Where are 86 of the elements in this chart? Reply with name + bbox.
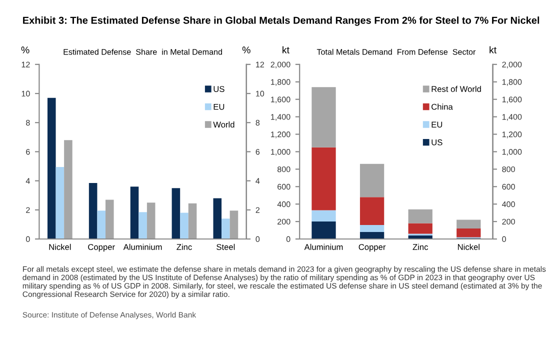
y2-tick-label: 2 xyxy=(256,207,260,213)
x-tick-label: Nickel xyxy=(49,244,71,250)
x-tick-label: Aluminium xyxy=(123,244,162,250)
legend-label: US xyxy=(214,86,224,92)
bar xyxy=(360,225,384,232)
legend-label: US xyxy=(432,139,442,146)
bar xyxy=(408,209,432,224)
y2-axis-title: % xyxy=(242,46,250,54)
x-tick-label: Zinc xyxy=(176,244,192,250)
y2-tick-label: 6 xyxy=(256,148,260,155)
y2-tick-label: 600 xyxy=(502,184,515,190)
legend-label: EU xyxy=(432,122,442,128)
y-tick-label: 1,600 xyxy=(271,96,290,104)
y-axis-title: kt xyxy=(282,46,290,54)
bar xyxy=(188,203,197,239)
bar xyxy=(146,202,156,239)
bar xyxy=(88,182,98,239)
bar xyxy=(456,220,481,229)
bar xyxy=(312,87,336,148)
y-tick-label: 4 xyxy=(26,178,30,184)
y-tick-label: 600 xyxy=(278,184,290,190)
y-tick-label: 200 xyxy=(278,218,290,225)
legend-label: EU xyxy=(214,104,224,110)
y-tick-label: 800 xyxy=(277,166,290,172)
bar xyxy=(130,186,139,239)
y-tick-label: 2 xyxy=(26,207,30,213)
y-tick-label: 1,000 xyxy=(271,148,290,156)
legend-label: World xyxy=(213,121,234,128)
bar xyxy=(360,197,384,226)
y-tick-label: 10 xyxy=(22,90,30,97)
legend-label: Rest of World xyxy=(432,86,481,92)
bar xyxy=(312,210,336,222)
bar xyxy=(97,210,106,239)
y-tick-label: 1,400 xyxy=(271,114,290,121)
y2-tick-label: 4 xyxy=(256,178,260,184)
bar xyxy=(64,140,72,239)
x-tick-label: Copper xyxy=(358,244,386,252)
bar xyxy=(56,166,64,239)
bar xyxy=(360,164,384,198)
x-tick-label: Steel xyxy=(216,244,235,250)
y-tick-label: 1,200 xyxy=(271,132,290,138)
y-tick-label: 0 xyxy=(286,236,290,242)
y-tick-label: 6 xyxy=(26,148,30,155)
chart-subtitle: Estimated Defense Share in Metal Demand xyxy=(64,48,222,55)
y2-tick-label: 8 xyxy=(256,120,260,126)
y2-tick-label: 1,800 xyxy=(502,79,522,86)
bar xyxy=(172,188,180,239)
y2-tick-label: 0 xyxy=(256,236,260,242)
bar xyxy=(408,223,432,234)
bar xyxy=(230,210,238,239)
y2-tick-label: 1,200 xyxy=(502,132,522,138)
x-tick-label: Nickel xyxy=(458,244,480,250)
y2-tick-label: 12 xyxy=(256,62,264,68)
x-tick-label: Aluminium xyxy=(304,244,343,250)
y-tick-label: 2,000 xyxy=(270,62,290,68)
y2-tick-label: 1,600 xyxy=(502,96,522,104)
y2-axis-title: kt xyxy=(490,46,497,54)
bar xyxy=(180,212,188,239)
y2-tick-label: 2,000 xyxy=(502,62,522,68)
bar xyxy=(312,147,336,210)
y2-tick-label: 400 xyxy=(502,201,515,208)
y2-tick-label: 1,000 xyxy=(502,148,522,156)
y-tick-label: 12 xyxy=(22,62,30,68)
legend-label: China xyxy=(432,104,453,110)
text: Exhibit 3: The Estimated Defense Share in Global Metals Demand Ranges From 2% for Steel to 7% For Nickel xyxy=(23,16,540,26)
bar xyxy=(138,212,147,239)
y-tick-label: 1,800 xyxy=(271,79,290,86)
y-tick-label: 400 xyxy=(277,201,290,208)
x-tick-label: Zinc xyxy=(412,244,428,250)
bar xyxy=(47,98,56,239)
bar xyxy=(312,222,336,239)
y-tick-label: 8 xyxy=(26,120,30,126)
bar xyxy=(360,232,384,239)
bar xyxy=(222,218,230,239)
bar xyxy=(106,200,114,239)
bar xyxy=(456,228,481,238)
y2-tick-label: 10 xyxy=(256,90,264,97)
y-axis-title: % xyxy=(21,46,30,54)
bar xyxy=(213,198,222,239)
x-tick-label: Copper xyxy=(88,244,115,252)
y2-tick-label: 800 xyxy=(502,166,515,172)
chart-subtitle: Total Metals Demand From Defense Sector xyxy=(316,48,476,55)
y-tick-label: 0 xyxy=(26,236,30,242)
y2-tick-label: 200 xyxy=(502,218,515,225)
y2-tick-label: 1,400 xyxy=(502,114,522,121)
y2-tick-label: 0 xyxy=(502,236,506,242)
